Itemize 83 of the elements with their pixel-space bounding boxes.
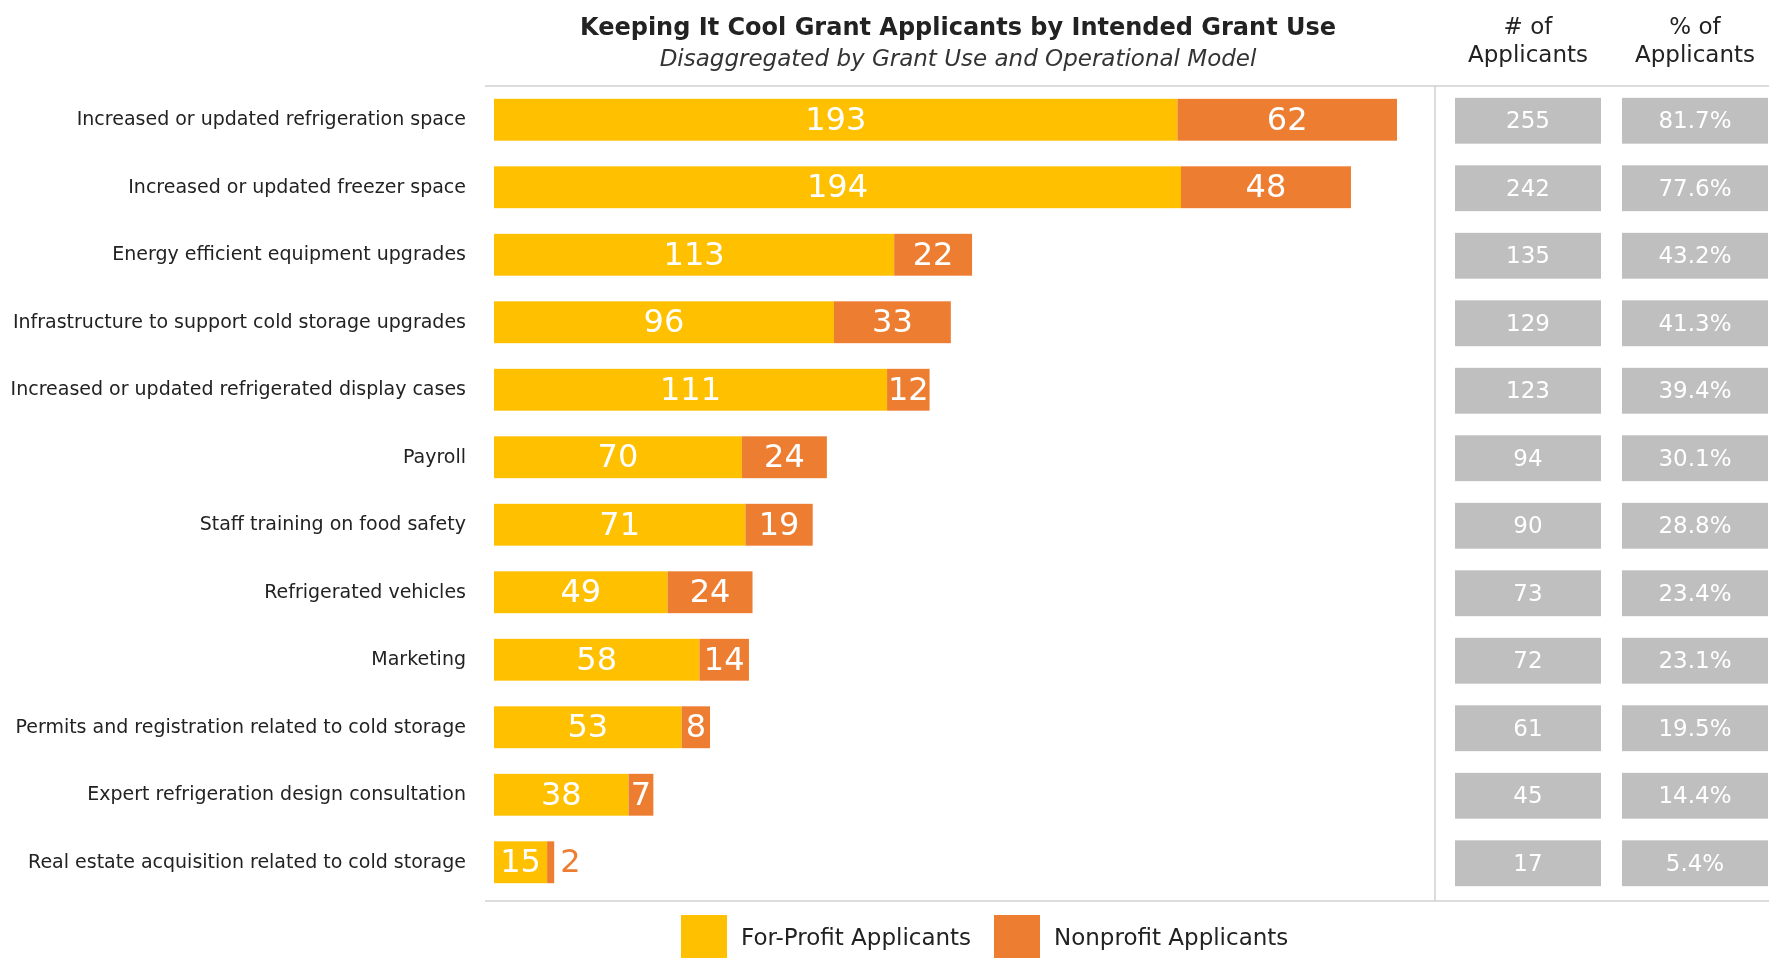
data-label: 24 <box>764 437 805 476</box>
legend-label: For-Profit Applicants <box>741 923 972 950</box>
y-tick-label: Increased or updated freezer space <box>128 174 466 197</box>
bar <box>494 98 1178 141</box>
bar <box>547 841 555 884</box>
text: 5.4% <box>1665 849 1725 876</box>
data-label: 14 <box>703 639 745 678</box>
text: 255 <box>1506 107 1550 134</box>
bar <box>667 571 753 614</box>
data-label: 58 <box>576 639 618 678</box>
bar <box>494 233 895 276</box>
bar <box>833 301 951 344</box>
data-label: 48 <box>1245 167 1287 206</box>
text: 43.2% <box>1658 242 1732 269</box>
data-label: 70 <box>597 437 639 476</box>
data-label: 96 <box>643 302 685 341</box>
data-label: 2 <box>560 842 581 881</box>
data-label: 71 <box>599 504 641 543</box>
y-tick-label: Permits and registration related to cold storage <box>15 714 466 737</box>
bar <box>1177 98 1397 141</box>
data-label: 38 <box>540 774 582 813</box>
text: 72 <box>1513 647 1543 674</box>
data-label: 22 <box>912 234 954 273</box>
data-label: 193 <box>805 99 867 138</box>
bar <box>494 503 746 546</box>
bar <box>494 706 682 749</box>
text: 81.7% <box>1658 107 1732 134</box>
text: 94 <box>1513 444 1543 471</box>
data-label: 53 <box>567 707 609 746</box>
text: 45 <box>1513 782 1543 809</box>
text: 73 <box>1513 579 1543 606</box>
text: 23.1% <box>1658 647 1732 674</box>
data-label: 33 <box>872 302 913 341</box>
text: 90 <box>1513 512 1543 539</box>
bar <box>494 436 742 479</box>
data-label: 8 <box>685 707 707 746</box>
data-label: 19 <box>758 504 800 543</box>
y-tick-label: Increased or updated refrigerated display cases <box>10 377 466 400</box>
data-label: 49 <box>560 572 602 611</box>
y-tick-label: Staff training on food safety <box>199 512 466 535</box>
bar <box>494 638 700 681</box>
legend-label: Nonprofit Applicants <box>1054 923 1289 950</box>
data-label: 24 <box>689 572 731 611</box>
text: 28.8% <box>1658 512 1732 539</box>
chart-subtitle: Disaggregated by Grant Use and Operational Model <box>659 45 1257 71</box>
data-label: 15 <box>500 842 541 881</box>
text: 17 <box>1513 849 1543 876</box>
bar <box>494 571 668 614</box>
bar <box>494 166 1181 209</box>
y-tick-label: Infrastructure to support cold storage upgrades <box>12 309 466 332</box>
chart-title: Keeping It Cool Grant Applicants by Intended Grant Use <box>579 13 1337 41</box>
text: % of Applicants <box>1634 13 1756 67</box>
y-tick-label: Increased or updated refrigeration space <box>76 107 466 130</box>
text: 39.4% <box>1658 377 1732 404</box>
data-label: 62 <box>1266 99 1308 138</box>
bar <box>1180 166 1351 209</box>
bar <box>494 368 888 411</box>
text: 123 <box>1506 377 1550 404</box>
text: # of Applicants <box>1467 13 1589 67</box>
text: 61 <box>1513 714 1543 741</box>
data-label: 7 <box>630 774 652 813</box>
text: 23.4% <box>1658 579 1732 606</box>
text: 30.1% <box>1658 444 1732 471</box>
text: 14.4% <box>1658 782 1732 809</box>
data-label: 194 <box>806 167 869 206</box>
data-label: 113 <box>663 234 725 273</box>
text: 19.5% <box>1658 714 1732 741</box>
bar <box>741 436 827 479</box>
y-tick-label: Marketing <box>371 647 466 670</box>
text: 242 <box>1506 174 1550 201</box>
bar <box>494 301 834 344</box>
text: 77.6% <box>1658 174 1732 201</box>
y-tick-label: Energy efficient equipment upgrades <box>112 242 466 265</box>
y-tick-label: Expert refrigeration design consultation <box>87 782 466 805</box>
y-tick-label: Payroll <box>402 444 466 467</box>
y-tick-label: Real estate acquisition related to cold storage <box>28 849 466 872</box>
text: 41.3% <box>1658 309 1732 336</box>
y-tick-label: Refrigerated vehicles <box>264 579 466 602</box>
data-label: 12 <box>887 369 929 408</box>
bar <box>494 773 629 816</box>
data-label: 111 <box>660 369 722 408</box>
text: 135 <box>1506 242 1550 269</box>
text: 129 <box>1506 309 1550 336</box>
